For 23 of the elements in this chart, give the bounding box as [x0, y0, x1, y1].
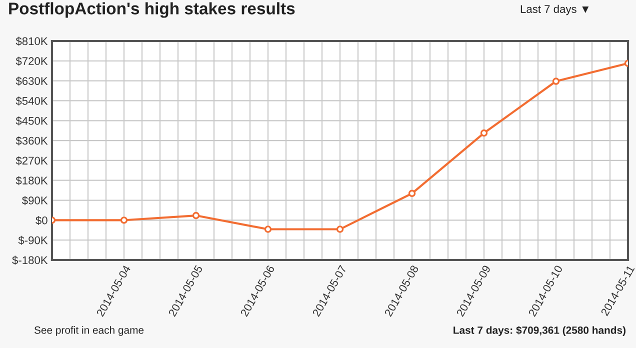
y-tick-label: $630K	[16, 76, 48, 86]
point	[408, 190, 416, 198]
y-tick-label: $270K	[16, 156, 48, 166]
point	[264, 226, 272, 233]
y-tick-label: $360K	[16, 136, 48, 146]
y-tick-label: $-180K	[12, 256, 48, 265]
text: Last 7 days ▼	[520, 4, 589, 16]
y-tick-label: $810K	[16, 36, 48, 46]
y-tick-label: $450K	[16, 116, 48, 126]
y-tick-label: $0	[36, 216, 48, 225]
chart-title: PostflopAction's high stakes results	[9, 2, 295, 18]
point	[552, 78, 560, 85]
y-tick-label: $-90K	[18, 236, 48, 245]
text: Last 7 days: $709,361 (2580 hands)	[454, 326, 626, 336]
point	[480, 129, 488, 137]
y-tick-label: $90K	[22, 196, 48, 206]
y-tick-label: $720K	[16, 56, 48, 66]
point	[120, 216, 128, 224]
y-tick-label: $540K	[16, 96, 48, 106]
point	[192, 212, 200, 220]
y-tick-label: $180K	[16, 176, 48, 186]
point	[336, 226, 344, 233]
text: See profit in each game	[34, 326, 144, 336]
